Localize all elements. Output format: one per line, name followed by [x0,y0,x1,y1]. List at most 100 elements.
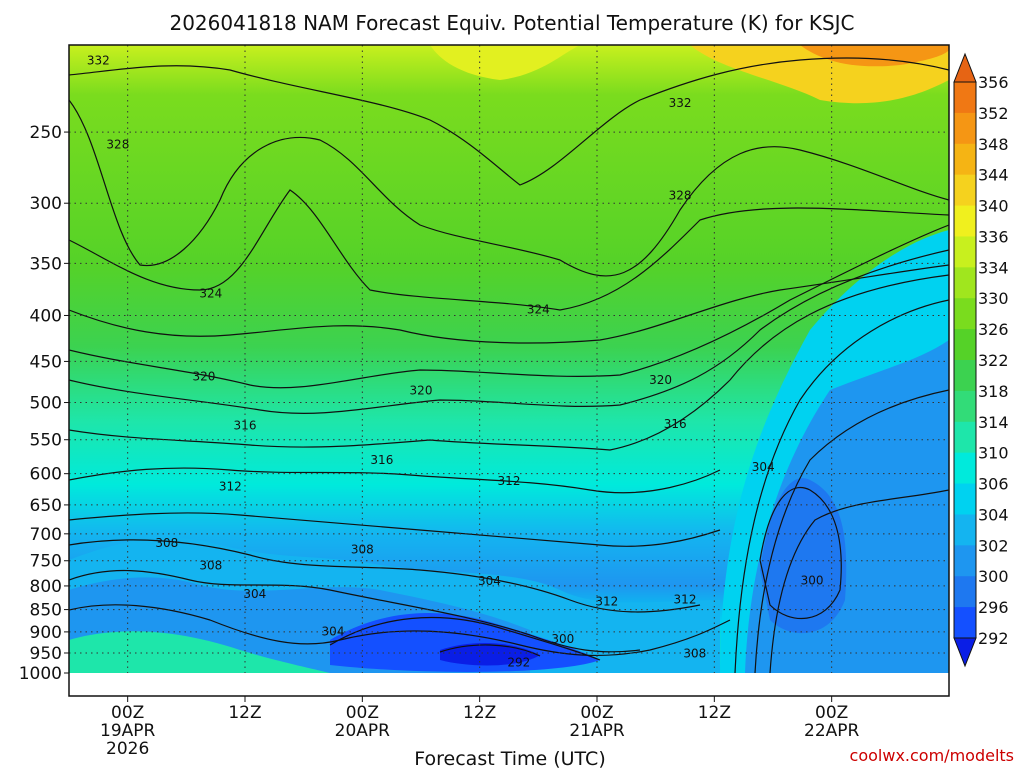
contour-label: 316 [664,417,687,431]
y-tick-label: 800 [30,577,62,597]
x-tick-label: 00Z [346,703,379,723]
contour-label: 308 [683,646,706,660]
colorbar-segment [954,143,976,176]
field-upper-yellow [430,45,580,80]
field-upper-right-orange [800,45,949,67]
colorbar-segment [954,360,976,392]
colorbar-label: 340 [978,197,1009,216]
contour-label: 332 [87,53,110,67]
contour-label: 320 [192,370,215,384]
colorbar-label: 302 [978,536,1009,555]
plot-area: 332 328 332 328 324 324 320 320 320 316 316 316 312 3… [69,45,949,695]
colorbar-label: 348 [978,135,1009,154]
contour-label: 304 [478,574,501,588]
colorbar-segment [954,452,976,485]
colorbar-label: 292 [978,629,1009,648]
y-tick-label: 450 [30,352,62,372]
y-tick-label: 900 [30,623,62,643]
colorbar-segment [954,514,976,546]
y-tick-label: 350 [30,254,62,274]
colorbar-label: 334 [978,258,1009,277]
field-bottom-aqua [69,631,330,673]
x-axis-label: Forecast Time (UTC) [414,748,605,768]
x-tick-label: 2026 [106,739,149,759]
colorbar-label: 322 [978,351,1009,370]
colorbar-label: 300 [978,567,1009,586]
y-tick-label: 500 [30,394,62,414]
x-tick-label: 00Z [111,703,144,723]
contour-label: 320 [649,373,672,387]
colorbar-segment [954,607,976,639]
contour-label: 300 [801,574,824,588]
colorbar-label: 304 [978,505,1009,524]
x-tick-label: 22APR [804,721,860,741]
colorbar-top-arrow [953,52,977,83]
colorbar-segment [954,236,976,268]
y-tick-label: 850 [30,601,62,621]
y-tick-label: 750 [30,552,62,572]
colorbar-segment [954,545,976,577]
colorbar-bottom-arrow [953,637,977,668]
colorbar-label: 356 [978,73,1009,92]
colorbar-segment [954,390,976,423]
colorbar-label: 336 [978,227,1009,246]
x-tick-label: 12Z [228,703,261,723]
colorbar-segment [954,421,976,454]
colorbar-label: 344 [978,166,1009,185]
x-tick-label: 00Z [580,703,613,723]
field-low-min [440,643,540,666]
colorbar-label: 296 [978,598,1009,617]
contour-label: 312 [595,595,618,609]
contour-label: 308 [199,558,222,572]
colorbar-label: 314 [978,413,1009,432]
colorbar-label: 352 [978,104,1009,123]
gridlines [69,45,949,673]
colorbar-segment [954,82,976,114]
y-tick-label: 700 [30,525,62,545]
contour-label: 328 [669,188,692,202]
contour-label: 304 [752,460,775,474]
contour-label: 324 [199,286,222,300]
contour-label: 292 [507,655,530,669]
contour-label: 324 [527,303,550,317]
colorbar-label: 330 [978,289,1009,308]
y-tick-label: 600 [30,465,62,485]
contour-label: 312 [498,474,521,488]
colorbar-frame [953,81,977,639]
colorbar-segment [954,174,976,207]
contour-label: 328 [106,137,129,151]
contour-label: 316 [370,453,393,467]
terrain-below-ground [69,673,949,695]
y-tick-label: 300 [30,194,62,214]
contour-label: 312 [219,479,242,493]
x-tick-label: 00Z [815,703,848,723]
y-tick-label: 1000 [19,664,62,684]
colorbar-segment [954,298,976,330]
y-tick-label: 650 [30,496,62,516]
contour-label: 320 [410,384,433,398]
plot-frame [68,44,950,697]
y-tick-label: 400 [30,306,62,326]
colorbar-segment [954,112,976,145]
contour-label: 312 [674,592,697,606]
y-axis: 2503003504004505005506006507007508008509… [19,123,69,684]
x-tick-label: 19APR [100,721,156,741]
credit-text: coolwx.com/modelts [850,746,1014,765]
colorbar-segment [954,483,976,515]
colorbar-segment [954,267,976,299]
y-tick-label: 950 [30,644,62,664]
colorbar-label: 326 [978,320,1009,339]
colorbar-label: 310 [978,444,1009,463]
colorbar-segment [954,576,976,608]
x-tick-label: 20APR [335,721,391,741]
x-tick-label: 21APR [569,721,625,741]
y-tick-label: 550 [30,431,62,451]
contour-labels: 332 328 332 328 324 324 320 320 320 316 316 316 312 3… [87,53,824,669]
contour-label: 316 [234,418,257,432]
colorbar: 292 296 300 302 304 306 310 314 318 322 326 330 334 3… [953,52,1009,668]
contour-label: 304 [322,624,345,638]
contour-label: 332 [669,96,692,110]
contour-label: 308 [351,543,374,557]
